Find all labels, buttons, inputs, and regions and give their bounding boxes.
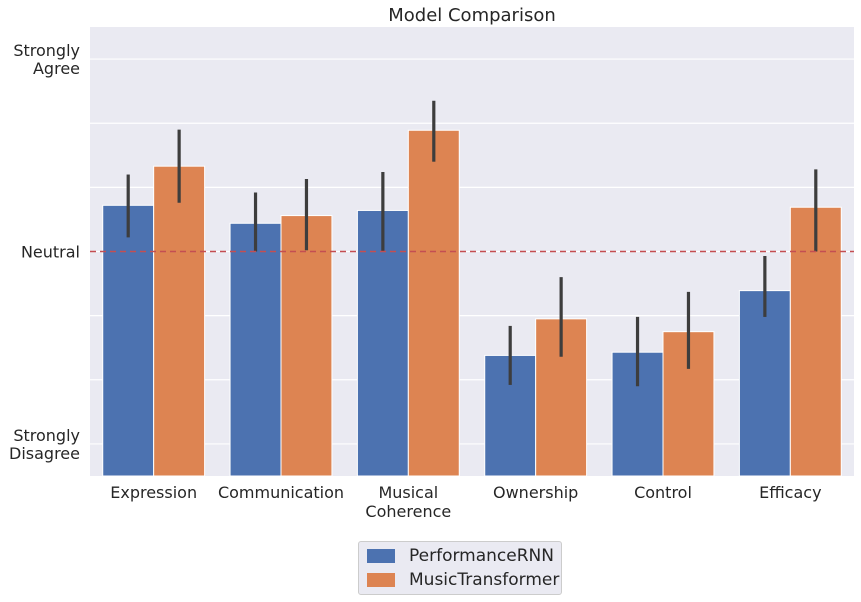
x-tick-label: Musical Coherence — [365, 483, 451, 521]
y-tick-label: Neutral — [21, 243, 80, 262]
bar-musictransformer-1 — [280, 215, 333, 477]
bar-musictransformer-0 — [153, 165, 206, 477]
legend-item-performancernn: PerformanceRNN — [367, 544, 554, 568]
x-tick-label: Communication — [218, 483, 344, 502]
bars — [102, 129, 842, 477]
bar-performancernn-5 — [738, 290, 791, 477]
legend-swatch-performancernn — [367, 549, 395, 563]
x-tick-label: Efficacy — [759, 483, 821, 502]
x-tick-label: Expression — [110, 483, 197, 502]
y-tick-label: Strongly Disagree — [9, 426, 80, 463]
y-tick-label: Strongly Agree — [13, 41, 80, 78]
bar-musictransformer-2 — [407, 129, 460, 477]
x-tick-labels: Expression Communication Musical Coherence O… — [110, 483, 821, 521]
chart-title: Model Comparison — [388, 5, 556, 26]
legend-swatch-musictransformer — [367, 573, 395, 587]
bar-performancernn-2 — [356, 209, 409, 477]
grid-lines — [90, 58, 854, 445]
x-tick-label: Ownership — [493, 483, 578, 502]
error-bars — [126, 100, 818, 387]
x-tick-label: Control — [634, 483, 692, 502]
bar-performancernn-0 — [102, 204, 155, 477]
legend-item-musictransformer: MusicTransformer — [367, 568, 559, 592]
y-tick-labels: Strongly Disagree Neutral Strongly Agree — [9, 41, 80, 463]
legend-label-performancernn: PerformanceRNN — [409, 546, 554, 566]
bar-performancernn-1 — [229, 222, 282, 477]
legend-label-musictransformer: MusicTransformer — [409, 570, 560, 590]
legend: PerformanceRNN MusicTransformer — [358, 541, 562, 595]
